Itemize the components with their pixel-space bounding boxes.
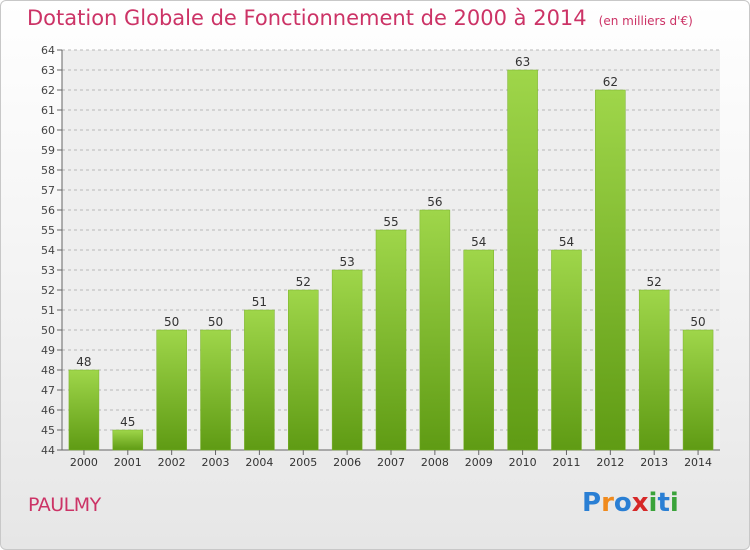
- x-tick-label: 2006: [333, 456, 361, 469]
- y-tick-label: 55: [41, 224, 55, 237]
- logo-letter: t: [657, 488, 670, 518]
- y-tick-label: 53: [41, 264, 55, 277]
- logo-letter: i: [648, 488, 658, 518]
- commune-name: PAULMY: [28, 494, 101, 516]
- x-tick-label: 2014: [684, 456, 712, 469]
- bar: [288, 289, 319, 451]
- y-tick-label: 46: [41, 404, 55, 417]
- bar: [682, 329, 714, 451]
- bar: [551, 249, 582, 451]
- bar: [200, 329, 231, 451]
- y-tick-label: 56: [41, 204, 55, 217]
- proxiti-logo: Proxiti: [582, 488, 679, 518]
- bar: [244, 309, 275, 451]
- data-label: 55: [383, 215, 398, 229]
- data-label: 51: [252, 295, 267, 309]
- bar: [463, 249, 494, 451]
- logo-letter: r: [601, 488, 614, 518]
- data-label: 54: [471, 235, 486, 249]
- y-tick-label: 60: [41, 124, 55, 137]
- chart-subtitle: (en milliers d'€): [598, 14, 693, 28]
- data-label: 54: [559, 235, 574, 249]
- chart-title: Dotation Globale de Fonctionnement de 20…: [27, 6, 693, 30]
- y-tick-label: 44: [41, 444, 55, 457]
- data-label: 50: [164, 315, 179, 329]
- bar: [375, 229, 407, 451]
- logo-letter: o: [613, 488, 632, 518]
- data-label: 50: [690, 315, 705, 329]
- y-tick-label: 57: [41, 184, 55, 197]
- data-label: 52: [296, 275, 311, 289]
- y-tick-label: 49: [41, 344, 55, 357]
- logo-letter: i: [669, 488, 679, 518]
- bar: [507, 69, 538, 451]
- y-tick-label: 54: [41, 244, 55, 257]
- chart-title-text: Dotation Globale de Fonctionnement de 20…: [27, 6, 587, 30]
- x-tick-label: 2003: [202, 456, 230, 469]
- x-tick-label: 2000: [70, 456, 98, 469]
- y-tick-label: 45: [41, 424, 55, 437]
- y-tick-label: 47: [41, 384, 55, 397]
- data-label: 52: [647, 275, 662, 289]
- x-tick-label: 2011: [552, 456, 580, 469]
- data-label: 48: [76, 355, 91, 369]
- y-tick-label: 63: [41, 64, 55, 77]
- data-label: 50: [208, 315, 223, 329]
- y-tick-label: 50: [41, 324, 55, 337]
- bar: [331, 269, 363, 451]
- x-tick-label: 2013: [640, 456, 668, 469]
- x-tick-label: 2007: [377, 456, 405, 469]
- x-tick-label: 2009: [465, 456, 493, 469]
- data-label: 62: [603, 75, 618, 89]
- data-label: 53: [339, 255, 354, 269]
- y-tick-label: 62: [41, 84, 55, 97]
- bar: [156, 329, 187, 451]
- bar: [595, 89, 626, 451]
- x-tick-label: 2005: [289, 456, 317, 469]
- x-tick-label: 2010: [509, 456, 537, 469]
- bar: [68, 369, 100, 451]
- x-tick-label: 2002: [158, 456, 186, 469]
- y-tick-label: 51: [41, 304, 55, 317]
- y-tick-label: 61: [41, 104, 55, 117]
- x-tick-label: 2004: [245, 456, 273, 469]
- y-tick-label: 59: [41, 144, 55, 157]
- bar: [638, 289, 670, 451]
- bar: [419, 209, 451, 451]
- y-tick-label: 58: [41, 164, 55, 177]
- y-tick-label: 48: [41, 364, 55, 377]
- x-tick-label: 2001: [114, 456, 142, 469]
- data-label: 56: [427, 195, 442, 209]
- bar: [112, 429, 144, 451]
- data-label: 63: [515, 55, 530, 69]
- y-tick-label: 64: [41, 44, 55, 57]
- logo-letter: x: [631, 488, 649, 518]
- logo-letter: P: [582, 488, 602, 518]
- x-tick-label: 2012: [596, 456, 624, 469]
- y-tick-label: 52: [41, 284, 55, 297]
- x-tick-label: 2008: [421, 456, 449, 469]
- data-label: 45: [120, 415, 135, 429]
